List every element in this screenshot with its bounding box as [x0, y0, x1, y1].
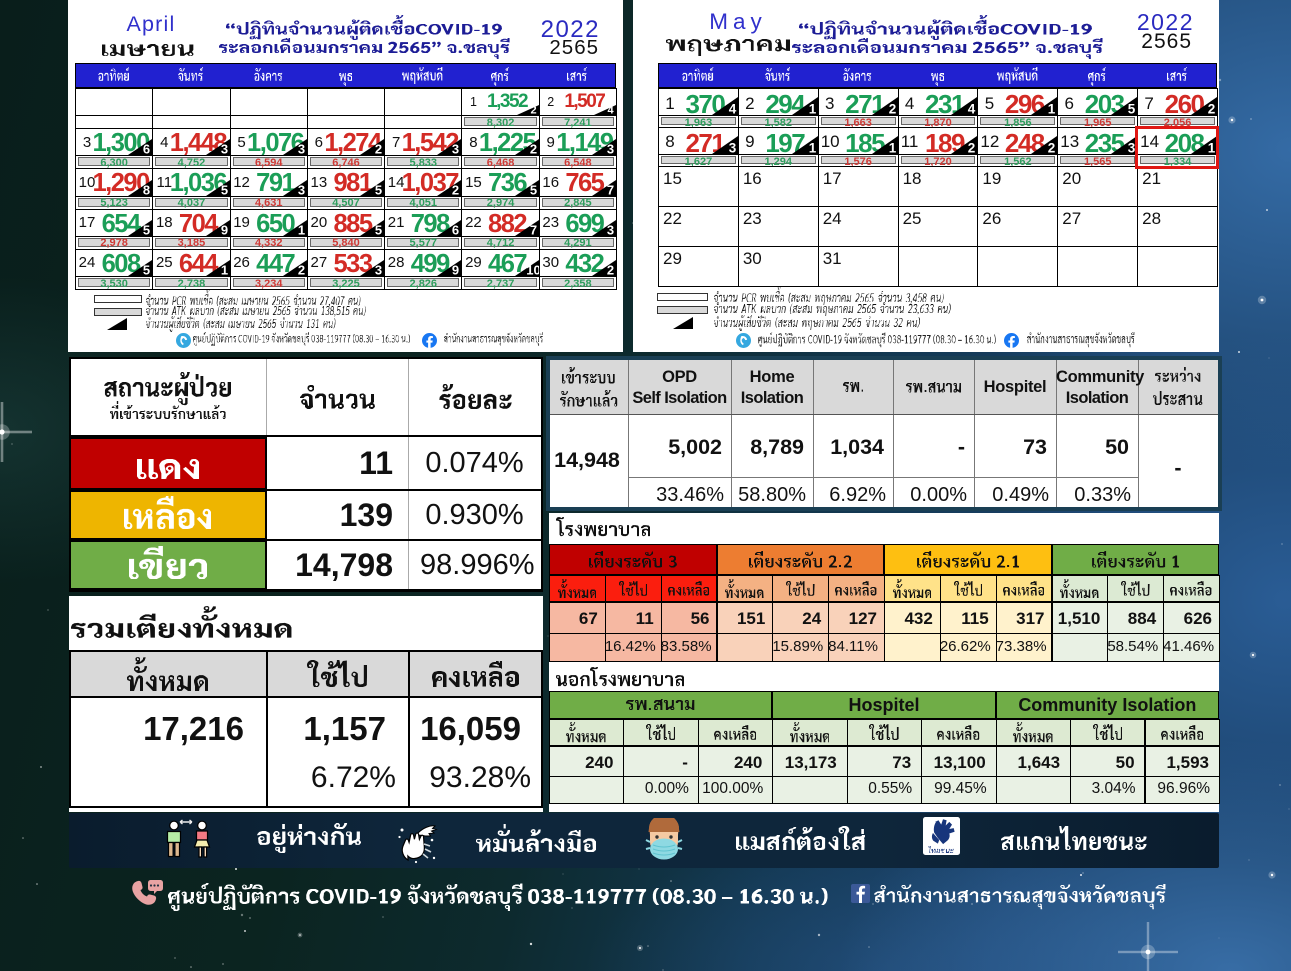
- svg-text:2: 2: [375, 142, 382, 156]
- svg-text:5: 5: [143, 222, 150, 236]
- svg-text:5: 5: [143, 263, 150, 277]
- svg-text:5: 5: [375, 222, 382, 236]
- svg-text:3: 3: [452, 142, 459, 156]
- svg-text:3: 3: [1128, 141, 1136, 155]
- svg-text:3: 3: [220, 142, 227, 156]
- svg-text:2: 2: [1208, 102, 1216, 116]
- svg-text:3: 3: [375, 263, 382, 277]
- svg-text:5: 5: [1128, 102, 1136, 116]
- svg-text:2: 2: [968, 141, 976, 155]
- svg-text:4: 4: [729, 102, 737, 116]
- svg-text:2: 2: [530, 142, 537, 156]
- svg-text:2: 2: [298, 263, 305, 277]
- svg-text:3: 3: [607, 222, 614, 236]
- svg-text:1: 1: [808, 102, 816, 116]
- svg-text:10: 10: [526, 263, 539, 277]
- svg-text:9: 9: [452, 263, 459, 277]
- svg-text:5: 5: [530, 182, 537, 196]
- svg-text:2: 2: [530, 105, 536, 115]
- svg-text:4: 4: [968, 102, 976, 116]
- svg-text:1: 1: [888, 141, 896, 155]
- svg-text:2: 2: [607, 263, 614, 277]
- svg-text:1: 1: [1208, 141, 1216, 155]
- svg-text:2: 2: [452, 182, 459, 196]
- svg-text:7: 7: [530, 222, 537, 236]
- svg-text:1: 1: [808, 141, 816, 155]
- svg-text:3: 3: [729, 141, 737, 155]
- svg-text:5: 5: [375, 182, 382, 196]
- svg-text:4: 4: [607, 105, 614, 115]
- svg-text:7: 7: [607, 182, 614, 196]
- svg-text:2: 2: [1048, 141, 1056, 155]
- svg-text:8: 8: [143, 182, 150, 196]
- svg-text:6: 6: [143, 142, 150, 156]
- svg-text:3: 3: [298, 182, 305, 196]
- svg-text:3: 3: [607, 142, 614, 156]
- svg-text:1: 1: [298, 222, 305, 236]
- svg-text:1: 1: [220, 263, 227, 277]
- svg-text:1: 1: [1048, 102, 1056, 116]
- svg-text:5: 5: [220, 182, 227, 196]
- svg-text:2: 2: [888, 102, 896, 116]
- svg-text:9: 9: [220, 222, 227, 236]
- svg-text:6: 6: [452, 222, 459, 236]
- svg-text:3: 3: [298, 142, 305, 156]
